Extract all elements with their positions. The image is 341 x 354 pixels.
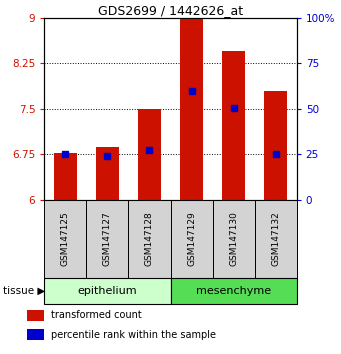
Bar: [180, 18, 203, 200]
Text: tissue ▶: tissue ▶: [3, 286, 46, 296]
Bar: [27, 309, 44, 321]
Text: GSM147129: GSM147129: [187, 212, 196, 266]
Bar: [138, 109, 161, 200]
Bar: [264, 91, 287, 200]
Text: percentile rank within the sample: percentile rank within the sample: [51, 330, 216, 340]
Bar: [212, 200, 255, 278]
Text: mesenchyme: mesenchyme: [196, 286, 271, 296]
Text: GSM147125: GSM147125: [61, 212, 70, 266]
Bar: [44, 278, 170, 304]
Bar: [44, 200, 86, 278]
Text: GSM147130: GSM147130: [229, 211, 238, 267]
Bar: [255, 200, 297, 278]
Bar: [129, 200, 170, 278]
Bar: [27, 329, 44, 340]
Bar: [170, 200, 212, 278]
Bar: [96, 147, 119, 200]
Title: GDS2699 / 1442626_at: GDS2699 / 1442626_at: [98, 4, 243, 17]
Text: transformed count: transformed count: [51, 310, 142, 320]
Bar: [86, 200, 129, 278]
Text: GSM147127: GSM147127: [103, 212, 112, 266]
Text: epithelium: epithelium: [78, 286, 137, 296]
Text: GSM147128: GSM147128: [145, 212, 154, 266]
Bar: [170, 278, 297, 304]
Bar: [222, 51, 245, 200]
Text: GSM147132: GSM147132: [271, 212, 280, 266]
Bar: [54, 153, 77, 200]
